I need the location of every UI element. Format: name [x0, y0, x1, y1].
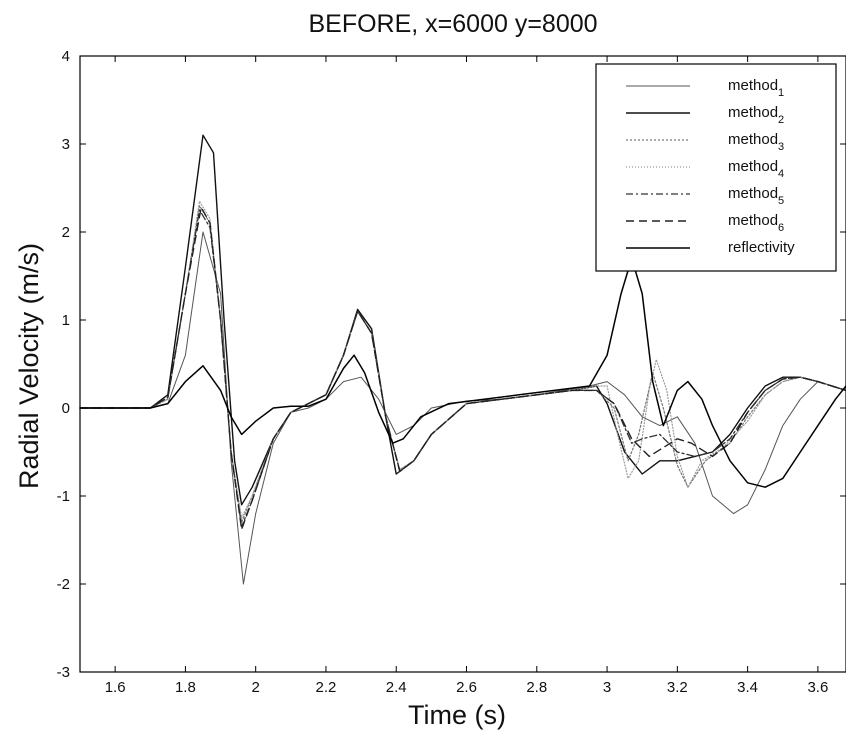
legend-label: method4	[728, 158, 784, 180]
x-tick-label: 2.8	[526, 679, 547, 696]
legend-label-name: method	[728, 131, 778, 148]
x-tick-label: 3.4	[737, 679, 758, 696]
plot-frame	[79, 55, 846, 673]
x-tick-label: 2.2	[316, 679, 337, 696]
x-tick-label: 1.8	[175, 679, 196, 696]
chart-title: BEFORE, x=6000 y=8000	[308, 10, 597, 38]
x-tick-label: 3.6	[807, 679, 828, 696]
x-ticks: 1.6 1.8 2 2.2 2.4 2.6 2.8 3 3.2 3.4 3.6	[105, 56, 828, 696]
legend: method1method2method3method4method5metho…	[595, 63, 837, 272]
legend-label-subscript: 6	[778, 222, 784, 234]
y-tick-label: 3	[62, 136, 70, 153]
legend-label: reflectivity	[728, 239, 795, 256]
legend-label: method3	[728, 131, 784, 153]
legend-label: method6	[728, 212, 784, 234]
legend-label-name: reflectivity	[728, 239, 795, 256]
y-ticks: -3 -2 -1 0 1 2 3 4	[57, 48, 846, 681]
x-tick-label: 3.2	[667, 679, 688, 696]
legend-label: method2	[728, 104, 784, 126]
y-tick-label: 4	[62, 48, 70, 65]
legend-label-name: method	[728, 212, 778, 229]
legend-label-name: method	[728, 77, 778, 94]
legend-label-name: method	[728, 158, 778, 175]
series-line-method-1	[79, 231, 846, 585]
y-axis-label: Radial Velocity (m/s)	[14, 243, 44, 489]
y-tick-label: 2	[62, 224, 70, 241]
x-axis-label: Time (s)	[408, 700, 506, 730]
legend-label-subscript: 1	[778, 87, 784, 99]
series-layer	[79, 134, 846, 585]
y-tick-label: -1	[57, 488, 70, 505]
y-tick-label: 1	[62, 312, 70, 329]
y-tick-label: -2	[57, 576, 70, 593]
legend-label-subscript: 4	[778, 168, 784, 180]
x-tick-label: 3	[603, 679, 611, 696]
series-line-reflectivity	[79, 257, 846, 488]
legend-label-name: method	[728, 104, 778, 121]
legend-label: method5	[728, 185, 784, 207]
legend-label-subscript: 2	[778, 114, 784, 126]
x-tick-label: 1.6	[105, 679, 126, 696]
legend-label-subscript: 5	[778, 195, 784, 207]
x-tick-label: 2	[252, 679, 260, 696]
y-tick-label: -3	[57, 664, 70, 681]
legend-label: method1	[728, 77, 784, 99]
legend-label-subscript: 3	[778, 141, 784, 153]
legend-label-name: method	[728, 185, 778, 202]
x-tick-label: 2.6	[456, 679, 477, 696]
x-tick-label: 2.4	[386, 679, 407, 696]
y-tick-label: 0	[62, 400, 70, 417]
legend-entries: method1method2method3method4method5metho…	[626, 77, 795, 256]
